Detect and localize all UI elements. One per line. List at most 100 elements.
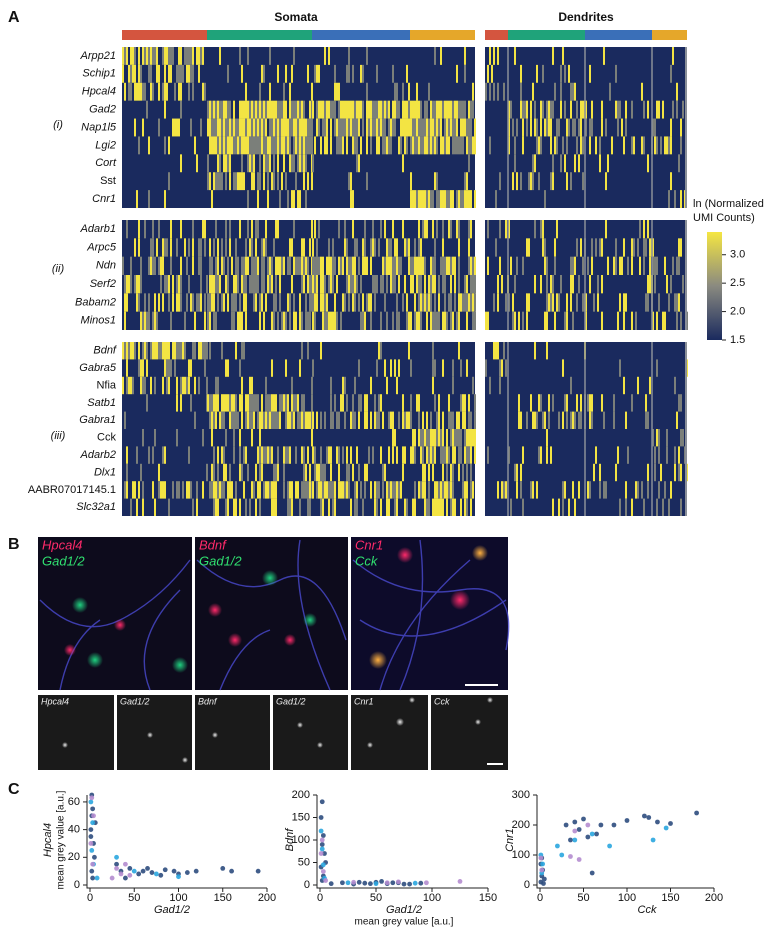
heatmap-cell bbox=[253, 136, 255, 155]
heatmap-cell bbox=[432, 100, 434, 119]
heatmap-cell bbox=[164, 47, 166, 65]
heatmap-cell bbox=[285, 394, 287, 412]
scatter-point bbox=[89, 868, 95, 874]
heatmap-cell bbox=[235, 342, 237, 360]
heatmap-cell bbox=[322, 311, 324, 330]
heatmap-cell bbox=[326, 118, 328, 137]
heatmap-cell bbox=[510, 256, 512, 275]
heatmap-cell bbox=[180, 47, 182, 65]
heatmap-cell bbox=[510, 498, 512, 516]
heatmap-cell bbox=[194, 376, 196, 395]
heatmap-cell bbox=[438, 311, 440, 330]
heatmap-cell bbox=[489, 82, 491, 101]
heatmap-cell bbox=[440, 136, 442, 155]
heatmap-cell bbox=[273, 498, 275, 516]
heatmap-cell bbox=[470, 481, 472, 499]
heatmap-cell bbox=[154, 47, 156, 65]
heatmap-cell bbox=[194, 136, 196, 155]
heatmap-cell bbox=[460, 136, 462, 155]
heatmap-cell bbox=[338, 220, 340, 239]
heatmap-cell bbox=[243, 118, 245, 137]
heatmap-cell bbox=[312, 100, 314, 119]
heatmap-cell bbox=[338, 256, 340, 275]
heatmap-cell bbox=[388, 136, 390, 155]
heatmap-cell bbox=[287, 136, 289, 155]
heatmap-cell bbox=[552, 47, 554, 65]
heatmap-cell bbox=[249, 238, 251, 257]
heatmap-cell bbox=[497, 82, 499, 101]
channel-label: Hpcal4 bbox=[41, 696, 69, 706]
heatmap-cell bbox=[358, 359, 360, 377]
heatmap-cell bbox=[196, 481, 198, 499]
heatmap-cell bbox=[314, 446, 316, 464]
scatter-point bbox=[176, 874, 181, 880]
heatmap-cell bbox=[392, 275, 394, 294]
heatmap-cell bbox=[414, 311, 416, 330]
heatmap-cell bbox=[454, 275, 456, 294]
heatmap-cell bbox=[217, 275, 219, 294]
heatmap-cell bbox=[221, 238, 223, 257]
heatmap-cell bbox=[273, 463, 275, 482]
heatmap-cell bbox=[678, 394, 680, 412]
heatmap-cell bbox=[352, 411, 354, 429]
heatmap-cell bbox=[243, 172, 245, 191]
heatmap-cell bbox=[336, 411, 338, 429]
heatmap-cell bbox=[406, 498, 408, 516]
heatmap-cell bbox=[374, 498, 376, 516]
heatmap-cell bbox=[382, 463, 384, 482]
scatter-point bbox=[663, 825, 669, 831]
scatter-point bbox=[624, 818, 630, 823]
scatter-point bbox=[407, 881, 412, 887]
heatmap-cell bbox=[668, 136, 670, 155]
heatmap-cell bbox=[330, 311, 332, 330]
heatmap-cell bbox=[190, 481, 192, 499]
heatmap-cell bbox=[376, 64, 378, 83]
heatmap-cell bbox=[489, 136, 491, 155]
heatmap-cell bbox=[150, 47, 152, 65]
heatmap-cell bbox=[605, 220, 607, 239]
heatmap-cell bbox=[454, 256, 456, 275]
heatmap-cell bbox=[259, 481, 261, 499]
heatmap-cell bbox=[249, 136, 251, 155]
heatmap-cell bbox=[444, 275, 446, 294]
heatmap-cell bbox=[637, 481, 639, 499]
heatmap-cell bbox=[466, 359, 468, 377]
heatmap-cell bbox=[639, 220, 641, 239]
heatmap-cell bbox=[287, 446, 289, 464]
heatmap-cell bbox=[446, 446, 448, 464]
heatmap-cell bbox=[440, 429, 442, 447]
heatmap-cell bbox=[344, 118, 346, 137]
heatmap-cell bbox=[352, 463, 354, 482]
heatmap-cell bbox=[144, 220, 146, 239]
heatmap-cell bbox=[354, 376, 356, 395]
heatmap-cell bbox=[271, 256, 273, 275]
heatmap-cell bbox=[269, 118, 271, 137]
heatmap-cell bbox=[346, 100, 348, 119]
heatmap-cell bbox=[542, 411, 544, 429]
heatmap-cell bbox=[518, 394, 520, 412]
heatmap-cell bbox=[570, 376, 572, 395]
dendrites-title: Dendrites bbox=[558, 10, 614, 24]
heatmap-cell bbox=[188, 446, 190, 464]
heatmap-cell bbox=[418, 238, 420, 257]
heatmap-cell bbox=[426, 411, 428, 429]
heatmap-cell bbox=[578, 275, 580, 294]
colorbar-tick-label: 2.0 bbox=[730, 305, 745, 317]
heatmap-cell bbox=[154, 498, 156, 516]
heatmap-cell bbox=[267, 481, 269, 499]
heatmap-cell bbox=[295, 481, 297, 499]
heatmap-cell bbox=[334, 82, 336, 101]
heatmap-cell bbox=[404, 100, 406, 119]
heatmap-cell bbox=[144, 47, 146, 65]
heatmap-cell bbox=[514, 275, 516, 294]
heatmap-cell bbox=[192, 498, 194, 516]
heatmap-cell bbox=[253, 411, 255, 429]
channel-label: Cck bbox=[355, 553, 379, 568]
heatmap-cell bbox=[410, 172, 412, 191]
heatmap-cell bbox=[536, 481, 538, 499]
heatmap-cell bbox=[154, 256, 156, 275]
heatmap-cell bbox=[362, 311, 364, 330]
heatmap-cell bbox=[456, 190, 458, 208]
heatmap-cell bbox=[269, 136, 271, 155]
heatmap-cell bbox=[198, 64, 200, 83]
